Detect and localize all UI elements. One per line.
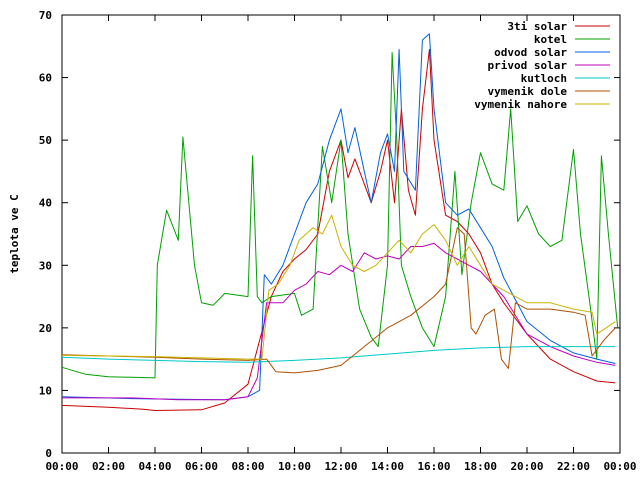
legend-label: privod solar <box>488 59 568 72</box>
y-tick-label: 70 <box>39 9 52 22</box>
series-line-vymenik-dole <box>61 227 616 374</box>
x-tick-label: 00:00 <box>45 460 78 473</box>
series-line-kotel <box>61 52 619 379</box>
x-tick-label: 16:00 <box>417 460 450 473</box>
x-tick-label: 14:00 <box>371 460 404 473</box>
x-tick-label: 20:00 <box>510 460 543 473</box>
legend-label: vymenik nahore <box>474 98 567 111</box>
y-tick-label: 60 <box>39 72 52 85</box>
legend-label: 3ti solar <box>507 20 567 33</box>
y-axis-ticks: 0 10 20 30 40 50 60 70 <box>39 9 620 460</box>
series-line-3ti-solar <box>61 48 616 411</box>
y-tick-label: 50 <box>39 134 52 147</box>
y-tick-label: 40 <box>39 197 52 210</box>
y-axis-label: teplota ve C <box>8 194 21 273</box>
x-tick-label: 00:00 <box>603 460 636 473</box>
y-tick-label: 0 <box>45 447 52 460</box>
series-line-privod-solar <box>62 242 616 401</box>
series-line-vymenik-nahore <box>61 214 616 360</box>
series-line-kutloch <box>61 346 616 363</box>
x-tick-label: 06:00 <box>185 460 218 473</box>
legend-label: vymenik dole <box>488 85 568 98</box>
legend-label: kutloch <box>521 72 567 85</box>
y-tick-label: 10 <box>39 384 52 397</box>
legend-label: kotel <box>534 33 567 46</box>
series-lines <box>61 33 619 411</box>
x-tick-label: 18:00 <box>464 460 497 473</box>
x-tick-label: 04:00 <box>138 460 171 473</box>
x-tick-label: 22:00 <box>557 460 590 473</box>
legend-label: odvod solar <box>494 46 567 59</box>
x-tick-label: 12:00 <box>324 460 357 473</box>
x-axis-ticks: 00:00 02:00 04:00 06:00 08:00 10:00 12:00 14:00… <box>45 15 637 473</box>
x-tick-label: 02:00 <box>92 460 125 473</box>
y-tick-label: 30 <box>39 259 52 272</box>
x-tick-label: 10:00 <box>278 460 311 473</box>
y-tick-label: 20 <box>39 322 52 335</box>
series-line-odvod-solar <box>61 33 616 401</box>
x-tick-label: 08:00 <box>231 460 264 473</box>
